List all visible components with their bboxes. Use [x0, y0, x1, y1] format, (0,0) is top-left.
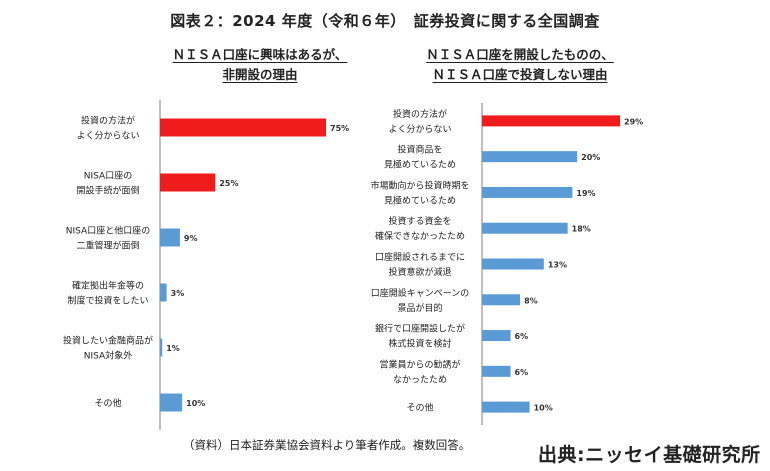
left-chart-title-line1: ＮＩＳＡ口座に興味はあるが、: [172, 47, 348, 62]
left-chart-title-line2: 非開設の理由: [222, 67, 298, 82]
right-value-label: 13%: [548, 261, 567, 270]
right-value-label: 19%: [576, 189, 595, 198]
left-category-label: NISA対象外: [84, 350, 132, 362]
left-value-label: 10%: [186, 399, 205, 408]
right-bar: [482, 151, 578, 163]
left-category-label: その他: [94, 397, 121, 409]
right-category-label: 株式投資を検討: [388, 338, 451, 350]
footnote: （資料）日本証券業協会資料より筆者作成。複数回答。: [183, 438, 471, 452]
left-value-label: 1%: [166, 344, 180, 353]
left-chart-title: ＮＩＳＡ口座に興味はあるが、 非開設の理由: [120, 45, 400, 85]
left-bar: [160, 393, 183, 412]
left-value-label: 75%: [330, 124, 349, 133]
left-category-label: 二重管理が面倒: [76, 240, 139, 252]
right-category-label: その他: [406, 402, 433, 414]
right-bar: [482, 222, 568, 234]
left-category-label: NISA口座の: [84, 170, 132, 182]
right-value-label: 10%: [534, 404, 553, 413]
right-category-label: 銀行で口座開設したが: [375, 323, 465, 335]
left-category-label: 投資したい金融商品が: [63, 335, 153, 347]
left-value-label: 3%: [171, 289, 185, 298]
right-bar: [482, 294, 521, 306]
right-category-label: 投資意欲が減退: [388, 266, 451, 278]
left-bar: [160, 118, 326, 137]
figure-title: 図表２：2024 年度（令和６年） 証券投資に関する全国調査: [170, 12, 600, 30]
left-category-label: 確定拠出年金等の: [72, 280, 144, 292]
right-category-label: よく分からない: [388, 124, 451, 135]
right-value-label: 18%: [572, 225, 591, 234]
right-category-label: 景品が目的: [397, 302, 442, 314]
right-bar: [482, 330, 511, 342]
right-value-label: 29%: [624, 117, 643, 126]
right-category-label: 投資の方法が: [393, 108, 447, 120]
right-category-label: 投資する資金を: [388, 215, 451, 227]
right-category-label: 市場動向から投資時期を: [370, 179, 469, 191]
left-category-label: よく分からない: [76, 131, 139, 142]
right-category-label: なかったため: [393, 374, 447, 385]
left-category-label: NISA口座と他口座の: [66, 225, 150, 237]
left-bar: [160, 173, 216, 192]
left-category-label: 投資の方法が: [81, 115, 135, 127]
right-value-label: 8%: [524, 296, 538, 305]
left-category-label: 開設手続が面倒: [76, 185, 139, 197]
left-value-label: 9%: [184, 234, 198, 243]
left-bar: [160, 338, 163, 357]
right-value-label: 6%: [515, 332, 529, 341]
source-credit: 出典:ニッセイ基礎研究所: [538, 444, 761, 466]
right-bar: [482, 258, 544, 270]
right-category-label: 営業員からの勧誘が: [379, 358, 460, 370]
right-bar: [482, 115, 620, 127]
left-value-label: 25%: [219, 179, 238, 188]
left-category-label: 制度で投資をしたい: [67, 295, 148, 307]
right-value-label: 6%: [515, 368, 529, 377]
right-value-label: 20%: [581, 153, 600, 162]
left-bar: [160, 283, 167, 302]
right-category-label: 見極めているため: [384, 159, 456, 171]
right-bar: [482, 186, 573, 198]
right-category-label: 確保できなかったため: [375, 230, 465, 242]
right-category-label: 見極めているため: [384, 194, 456, 206]
right-category-label: 口座開設されるまでに: [375, 251, 465, 263]
left-bar: [160, 228, 180, 247]
right-chart-title: ＮＩＳＡ口座を開設したものの、 ＮＩＳＡ口座で投資しない理由: [390, 45, 650, 85]
right-category-label: 口座開設キャンペーンの: [371, 287, 470, 299]
right-chart-title-line1: ＮＩＳＡ口座を開設したものの、: [426, 47, 614, 62]
right-category-label: 投資商品を: [397, 144, 442, 156]
right-bar: [482, 365, 511, 377]
right-chart-title-line2: ＮＩＳＡ口座で投資しない理由: [432, 67, 608, 82]
right-bar: [482, 401, 530, 413]
